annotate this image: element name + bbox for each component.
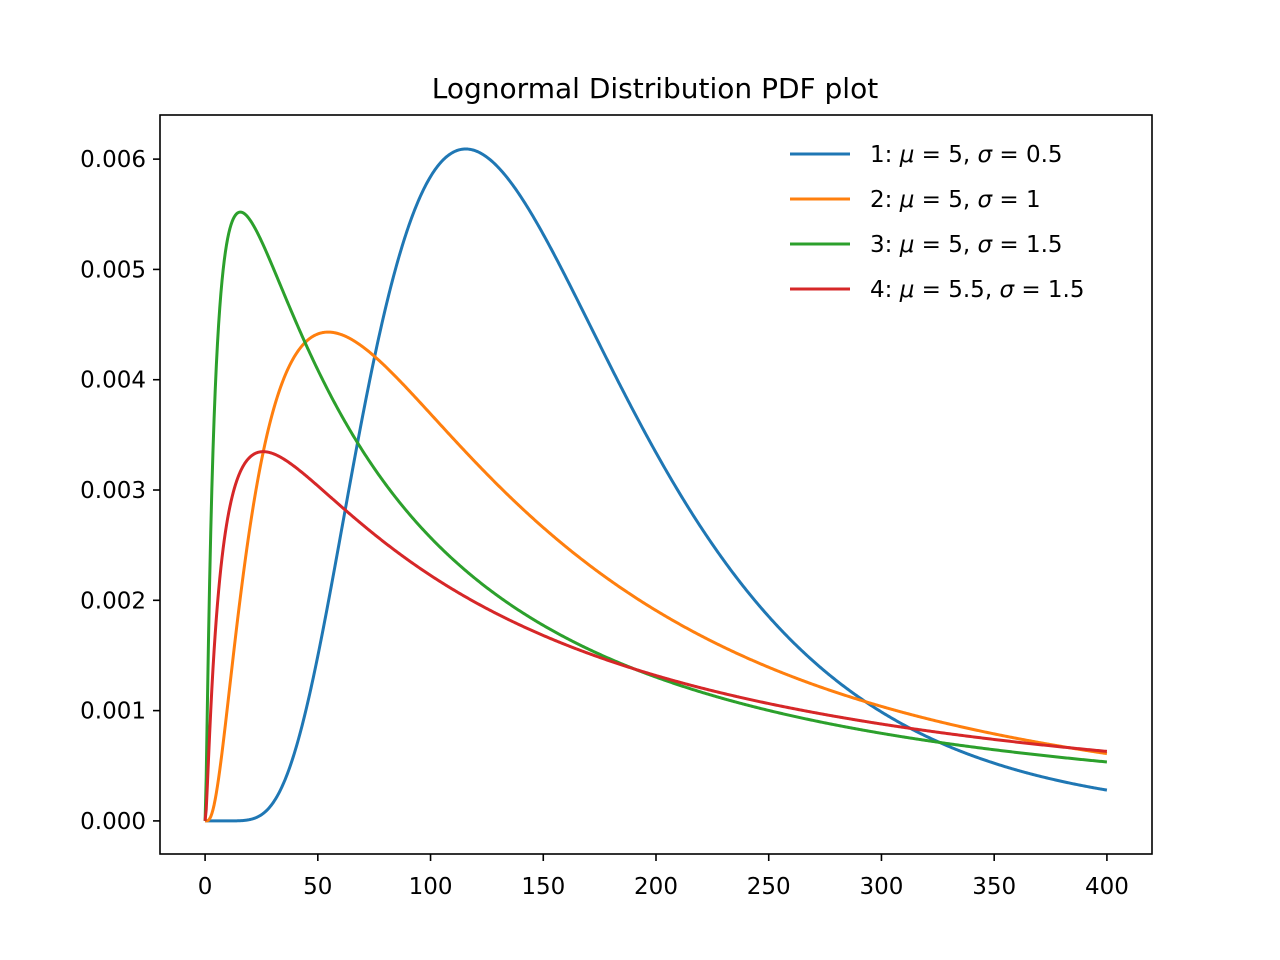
x-tick-label: 350	[972, 874, 1016, 900]
y-axis: 0.000 0.001 0.002 0.003 0.004 0.005 0.006	[80, 147, 160, 835]
series-line-1	[204, 147, 1108, 823]
series-lines	[203, 147, 1108, 823]
y-tick-label: 0.006	[80, 147, 146, 173]
y-tick-label: 0.002	[80, 588, 146, 614]
x-tick-label: 400	[1085, 874, 1129, 900]
x-tick-label: 50	[303, 874, 332, 900]
plot-frame	[159, 114, 1153, 855]
legend: 1: μ = 5, σ = 0.5 2: μ = 5, σ = 1 3: μ = 5…	[790, 142, 1085, 303]
series-line-4	[203, 450, 1108, 822]
plot-area	[159, 114, 1153, 855]
x-tick-label: 150	[521, 874, 565, 900]
x-tick-label: 300	[860, 874, 904, 900]
y-tick-label: 0.000	[80, 809, 146, 835]
y-tick-label: 0.004	[80, 368, 146, 394]
x-axis: 0 50 100 150 200 250 300 350 400	[198, 854, 1129, 900]
y-tick-label: 0.005	[80, 257, 146, 283]
y-tick-label: 0.003	[80, 478, 146, 504]
y-tick-label: 0.001	[80, 699, 146, 725]
legend-label-2: 2: μ = 5, σ = 1	[870, 187, 1041, 213]
x-tick-label: 100	[409, 874, 453, 900]
x-tick-label: 0	[198, 874, 213, 900]
legend-label-4: 4: μ = 5.5, σ = 1.5	[870, 277, 1085, 303]
x-tick-label: 250	[747, 874, 791, 900]
legend-label-1: 1: μ = 5, σ = 0.5	[870, 142, 1063, 168]
legend-label-3: 3: μ = 5, σ = 1.5	[870, 232, 1063, 258]
series-line-2	[204, 330, 1108, 823]
chart-title: Lognormal Distribution PDF plot	[432, 72, 878, 105]
x-tick-label: 200	[634, 874, 678, 900]
